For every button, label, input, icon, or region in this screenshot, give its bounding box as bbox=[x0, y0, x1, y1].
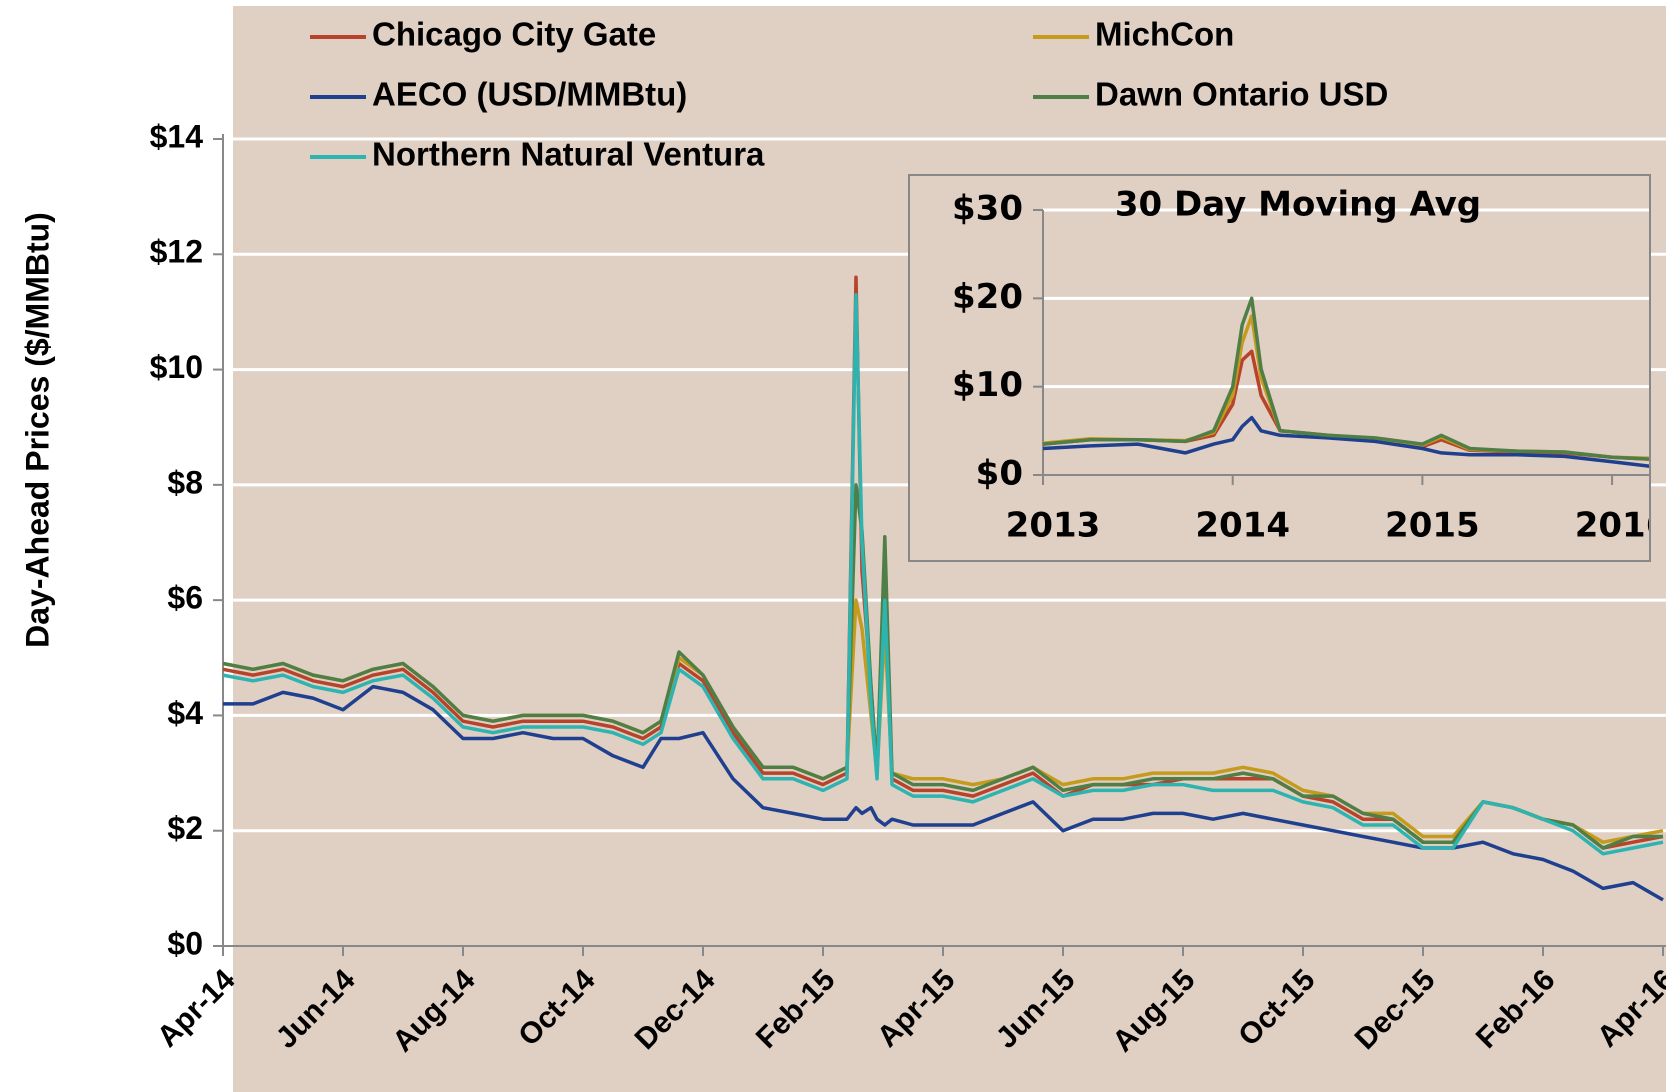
y-tick-label: $10 bbox=[952, 365, 1023, 405]
inset-border bbox=[908, 174, 1651, 562]
series-line bbox=[1042, 296, 1650, 461]
y-tick-label: $20 bbox=[952, 277, 1023, 317]
x-tick-label: Apr-14 bbox=[151, 963, 242, 1054]
y-tick-label: $4 bbox=[167, 695, 203, 731]
y-tick-label: $0 bbox=[976, 454, 1023, 494]
y-tick-label: $6 bbox=[167, 580, 203, 616]
y-tick-label: $30 bbox=[952, 189, 1023, 229]
inset: $0 $10 $20 $30 2013 2014 2015 2016 30 Day Moving… bbox=[909, 175, 1666, 561]
y-tick-label: $12 bbox=[150, 234, 203, 270]
series-line bbox=[1042, 415, 1650, 468]
y-tick-label: $14 bbox=[150, 118, 204, 154]
y-tick-label: $2 bbox=[167, 810, 203, 846]
legend-label: MichCon bbox=[1095, 16, 1234, 53]
y-tick-label: $8 bbox=[167, 464, 203, 500]
inset-title: 30 Day Moving Avg bbox=[1115, 185, 1481, 225]
series-line bbox=[222, 292, 1664, 856]
series-line bbox=[223, 684, 1664, 902]
y-tick-label: $10 bbox=[150, 349, 203, 385]
corner bbox=[0, 0, 233, 140]
legend-label: Chicago City Gate bbox=[372, 16, 656, 53]
x-tick-label: 2013 bbox=[1006, 506, 1101, 546]
x-tick-label: 2016 bbox=[1575, 506, 1666, 546]
inset-background bbox=[909, 175, 1650, 561]
series-line bbox=[222, 483, 1663, 850]
y-tick-label: $0 bbox=[167, 925, 203, 961]
y-axis-label: Day-Ahead Prices ($/MMBtu) bbox=[19, 212, 55, 648]
legend-label: Northern Natural Ventura bbox=[372, 136, 765, 173]
legend-label: Dawn Ontario USD bbox=[1095, 76, 1388, 113]
legend-label: AECO (USD/MMBtu) bbox=[372, 76, 687, 113]
x-tick-label: 2015 bbox=[1385, 506, 1480, 546]
x-tick-label: 2014 bbox=[1195, 506, 1290, 546]
